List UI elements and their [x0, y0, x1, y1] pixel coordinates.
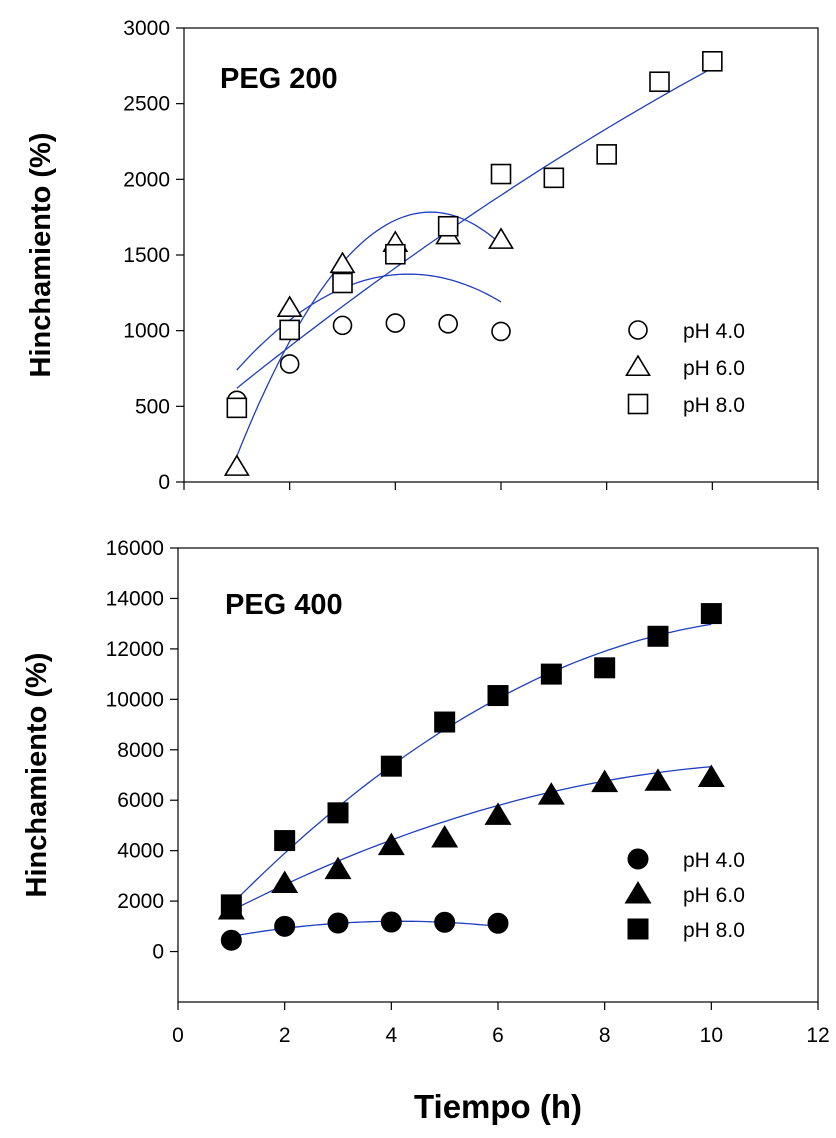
data-point-ph-6-0 — [377, 832, 405, 856]
data-point-ph-8-0 — [596, 144, 617, 165]
data-point-ph-6-0 — [271, 870, 299, 893]
data-point-ph-8-0 — [540, 663, 562, 685]
legend-label-ph-6-0: pH 6.0 — [683, 884, 745, 907]
y-tick-label: 1500 — [123, 244, 170, 267]
data-point-ph-8-0 — [437, 215, 459, 237]
fit-curve-ph-8-0 — [230, 623, 712, 906]
x-tick-label: 4 — [385, 1024, 397, 1047]
fit-curve-ph-4-0 — [231, 920, 499, 938]
data-point-ph-8-0 — [332, 272, 353, 294]
legend-marker-ph-6-0 — [625, 354, 651, 377]
data-point-ph-8-0 — [490, 163, 512, 185]
y-tick-label: 8000 — [117, 739, 164, 762]
panel-title: PEG 400 — [225, 589, 343, 621]
data-point-ph-8-0 — [380, 755, 402, 777]
y-tick-label: 2000 — [117, 890, 164, 913]
legend-marker-ph-4-0 — [628, 320, 648, 340]
y-tick-label: 3000 — [123, 17, 170, 40]
data-point-ph-4-0 — [327, 912, 349, 934]
x-tick-label: 12 — [806, 1024, 829, 1047]
y-tick-label: 6000 — [117, 789, 164, 812]
y-tick-label: 2000 — [123, 168, 170, 191]
y-tick-label: 16000 — [106, 537, 164, 560]
legend-label-ph-4-0: pH 4.0 — [683, 320, 745, 343]
data-point-ph-4-0 — [438, 314, 458, 334]
data-point-ph-8-0 — [434, 711, 456, 733]
data-point-ph-4-0 — [279, 354, 300, 374]
data-point-ph-4-0 — [385, 313, 406, 333]
data-point-ph-8-0 — [649, 71, 670, 93]
fit-curve-ph-6-0 — [236, 211, 502, 457]
legend-marker-ph-4-0 — [627, 848, 649, 870]
legend-label-ph-8-0: pH 8.0 — [683, 919, 745, 942]
legend-label-ph-4-0: pH 4.0 — [683, 849, 745, 872]
data-point-ph-8-0 — [274, 830, 296, 852]
y-tick-label: 2500 — [123, 93, 170, 116]
fit-curve-ph-6-0 — [231, 766, 712, 912]
data-point-ph-8-0 — [327, 802, 349, 824]
data-point-ph-6-0 — [697, 764, 725, 788]
data-point-ph-4-0 — [332, 315, 353, 336]
data-point-ph-8-0 — [220, 894, 242, 916]
data-point-ph-8-0 — [226, 397, 248, 419]
y-tick-label: 4000 — [117, 840, 164, 863]
data-point-ph-6-0 — [644, 768, 672, 791]
legend-marker-ph-8-0 — [627, 393, 649, 415]
data-point-ph-6-0 — [591, 769, 619, 793]
x-tick-label: 2 — [279, 1024, 291, 1047]
data-point-ph-4-0 — [274, 915, 296, 937]
y-tick-label: 12000 — [106, 638, 164, 661]
peg400-panel: 0 2000 4000 6000 8000 10000 12000 14000 16000 0 2 4… — [21, 537, 830, 1047]
data-point-ph-4-0 — [487, 912, 509, 934]
legend-marker-ph-6-0 — [624, 881, 652, 904]
data-point-ph-8-0 — [385, 243, 406, 265]
fit-curve-ph-8-0 — [236, 67, 713, 389]
x-tick-label: 8 — [599, 1024, 611, 1047]
data-point-ph-8-0 — [647, 625, 669, 647]
y-tick-label: 0 — [152, 941, 164, 964]
y-axis-label: Hinchamiento (%) — [25, 133, 57, 378]
data-point-ph-4-0 — [491, 321, 511, 342]
data-point-ph-6-0 — [324, 856, 352, 880]
y-axis-label: Hinchamiento (%) — [21, 653, 53, 898]
data-point-ph-8-0 — [543, 167, 565, 189]
y-tick-label: 0 — [158, 471, 170, 494]
data-point-ph-6-0 — [223, 454, 250, 476]
data-point-ph-8-0 — [594, 657, 616, 679]
x-tick-label: 0 — [172, 1024, 184, 1047]
data-point-ph-8-0 — [279, 319, 300, 341]
x-tick-label: 6 — [492, 1024, 504, 1047]
panel-title: PEG 200 — [220, 63, 338, 95]
data-point-ph-6-0 — [484, 802, 512, 825]
x-tick-label: 10 — [700, 1024, 723, 1047]
data-point-ph-6-0 — [329, 251, 356, 274]
data-point-ph-8-0 — [702, 50, 723, 72]
data-point-ph-4-0 — [220, 929, 242, 951]
data-point-ph-4-0 — [434, 911, 456, 933]
data-point-ph-6-0 — [431, 825, 459, 848]
data-point-ph-6-0 — [276, 295, 303, 318]
legend-label-ph-8-0: pH 8.0 — [683, 394, 745, 417]
y-tick-label: 10000 — [106, 688, 164, 711]
data-point-ph-4-0 — [380, 911, 402, 933]
data-point-ph-6-0 — [537, 782, 565, 805]
legend-label-ph-6-0: pH 6.0 — [683, 357, 745, 380]
y-tick-label: 1000 — [123, 320, 170, 343]
data-point-ph-8-0 — [487, 685, 509, 707]
y-tick-label: 14000 — [106, 587, 164, 610]
data-point-ph-8-0 — [700, 603, 722, 625]
y-tick-label: 500 — [135, 395, 170, 418]
peg200-panel: 0 500 1000 1500 2000 2500 3000 PEG 200 Hinchamie… — [25, 17, 819, 494]
x-axis-label: Tiempo (h) — [414, 1088, 582, 1125]
data-point-ph-6-0 — [488, 227, 514, 249]
legend-marker-ph-8-0 — [627, 918, 649, 940]
fit-curve-ph-4-0 — [236, 273, 502, 371]
